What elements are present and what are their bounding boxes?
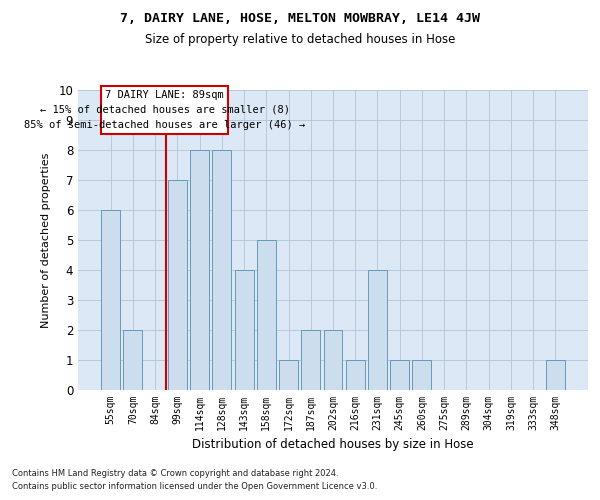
Bar [279, 360, 298, 390]
Bar [346, 360, 365, 390]
Bar [190, 150, 209, 390]
Bar [212, 150, 231, 390]
Bar [101, 210, 120, 390]
Text: ← 15% of detached houses are smaller (8): ← 15% of detached houses are smaller (8) [40, 104, 290, 115]
X-axis label: Distribution of detached houses by size in Hose: Distribution of detached houses by size … [192, 438, 474, 452]
Bar [390, 360, 409, 390]
Bar [168, 180, 187, 390]
Text: 85% of semi-detached houses are larger (46) →: 85% of semi-detached houses are larger (… [24, 120, 305, 130]
Bar [124, 330, 142, 390]
Text: Contains HM Land Registry data © Crown copyright and database right 2024.: Contains HM Land Registry data © Crown c… [12, 468, 338, 477]
Bar [257, 240, 276, 390]
Text: 7 DAIRY LANE: 89sqm: 7 DAIRY LANE: 89sqm [105, 90, 224, 100]
Bar [546, 360, 565, 390]
Y-axis label: Number of detached properties: Number of detached properties [41, 152, 52, 328]
Bar [412, 360, 431, 390]
Text: Contains public sector information licensed under the Open Government Licence v3: Contains public sector information licen… [12, 482, 377, 491]
Bar [235, 270, 254, 390]
FancyBboxPatch shape [101, 86, 229, 134]
Bar [323, 330, 343, 390]
Bar [301, 330, 320, 390]
Bar [368, 270, 387, 390]
Text: 7, DAIRY LANE, HOSE, MELTON MOWBRAY, LE14 4JW: 7, DAIRY LANE, HOSE, MELTON MOWBRAY, LE1… [120, 12, 480, 26]
Text: Size of property relative to detached houses in Hose: Size of property relative to detached ho… [145, 32, 455, 46]
